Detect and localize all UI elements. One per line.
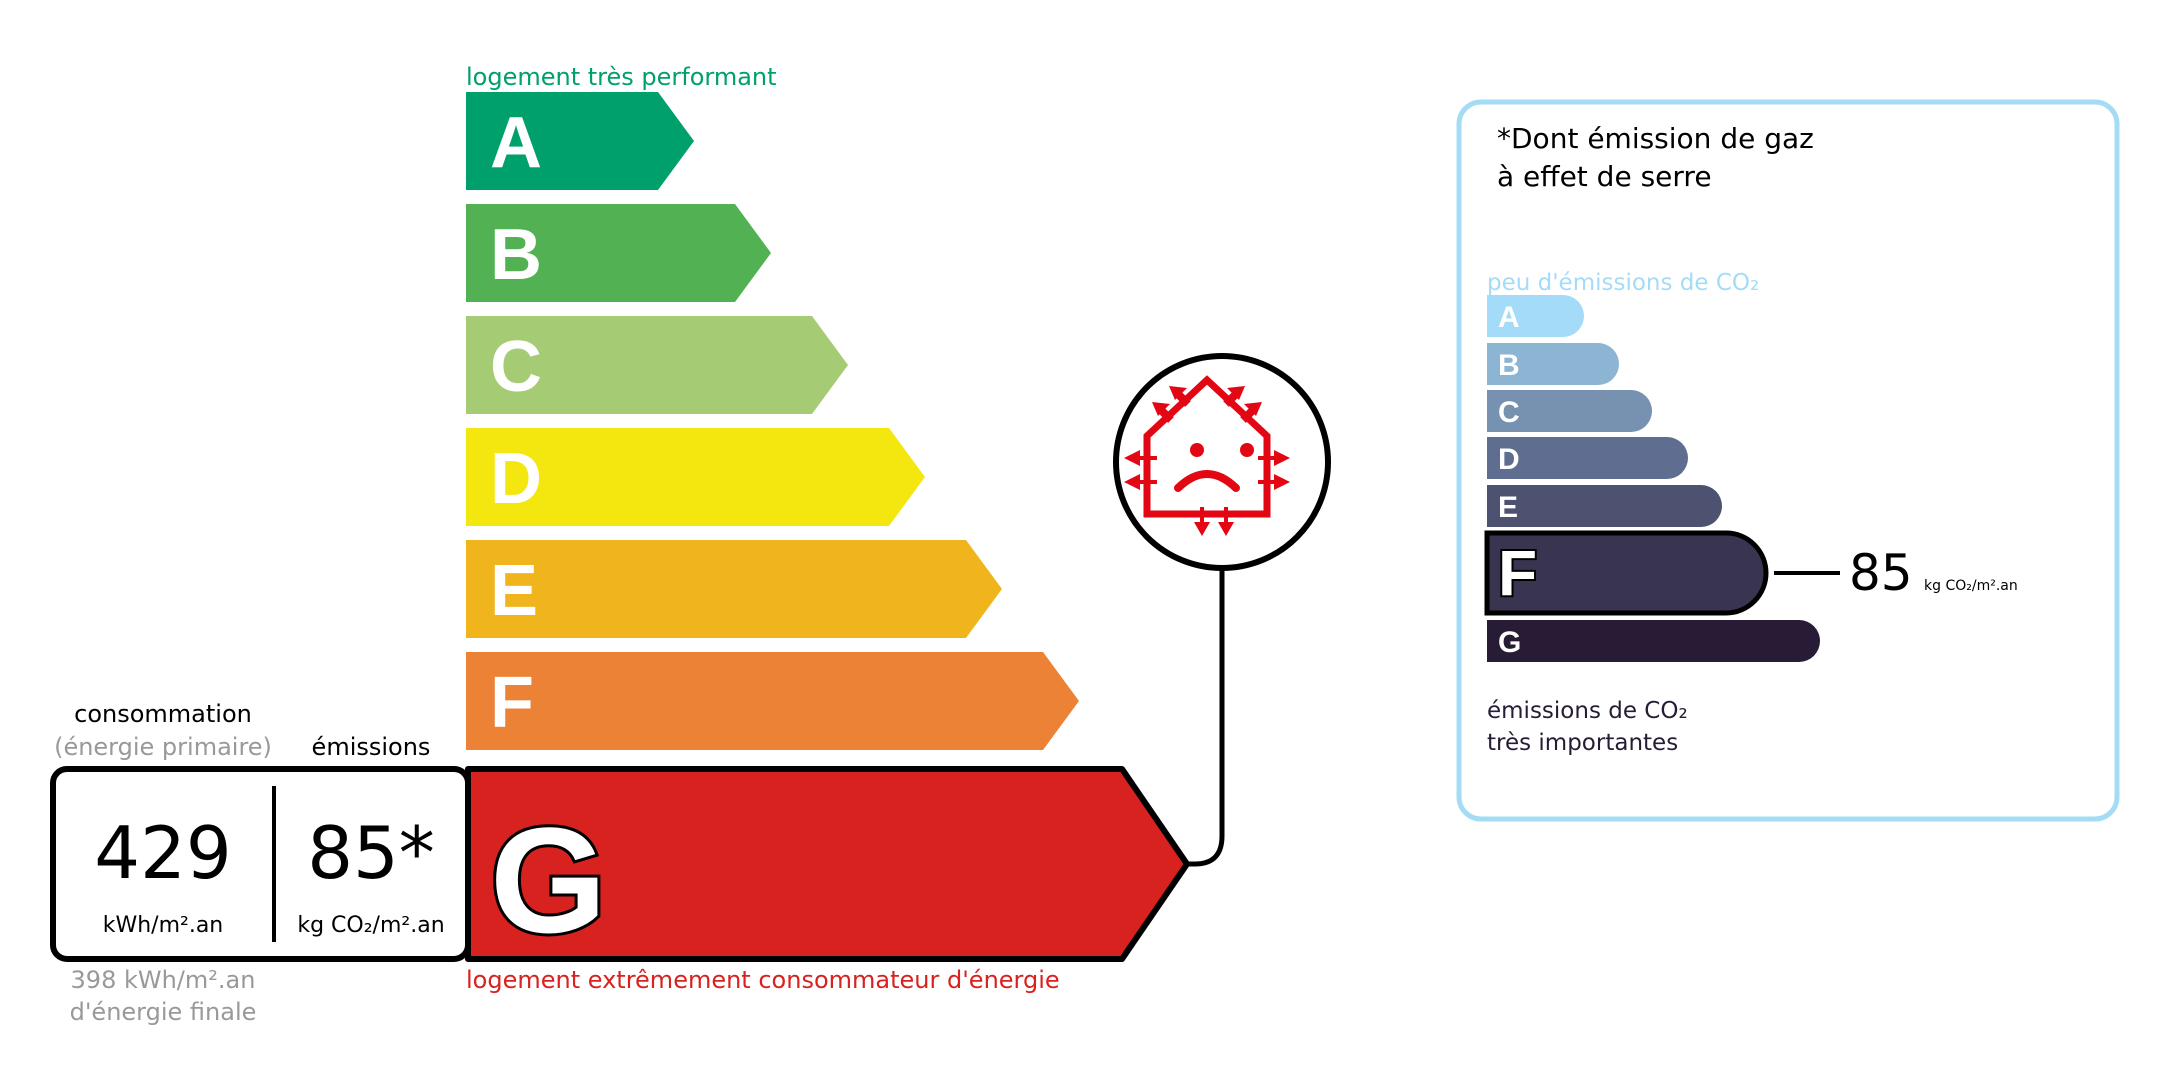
ges-top-label: peu d'émissions de CO₂ xyxy=(1487,270,1759,296)
energy-bar-letter: D xyxy=(490,439,542,519)
ges-title-line1: *Dont émission de gaz xyxy=(1497,122,1814,155)
energy-current-letter: G xyxy=(490,796,607,964)
ges-title-line2: à effet de serre xyxy=(1497,160,1712,193)
energy-bar-letter: C xyxy=(490,327,542,407)
ges-bar-f xyxy=(1484,530,1769,616)
energy-bar-e xyxy=(466,540,1002,638)
consumption-sub: (énergie primaire) xyxy=(54,733,272,761)
ges-value: 85 xyxy=(1849,544,1913,602)
final-energy-value: 398 kWh/m².an xyxy=(71,966,256,994)
ges-bar-c xyxy=(1487,390,1652,432)
ges-bar-letter: F xyxy=(1498,537,1537,609)
energy-current-class-box: G 429 kWh/m².an 85* kg CO₂/m².an xyxy=(50,766,1190,967)
ges-bar-g xyxy=(1487,620,1820,662)
sad-house-heat-loss-icon xyxy=(1124,375,1290,536)
ges-bar-letter: B xyxy=(1498,349,1520,382)
consumption-header: consommation xyxy=(74,700,252,728)
energy-bar-d xyxy=(466,428,925,526)
ges-bottom-label-line1: émissions de CO₂ xyxy=(1487,698,1688,724)
ges-bar-letter: E xyxy=(1498,491,1518,524)
ges-bottom-label-line2: très importantes xyxy=(1487,730,1678,756)
energy-bar-f xyxy=(466,652,1079,750)
ges-bar-letter: A xyxy=(1498,301,1520,334)
emissions-value: 85* xyxy=(307,811,435,895)
emissions-unit: kg CO₂/m².an xyxy=(297,913,444,938)
final-energy-label: d'énergie finale xyxy=(70,998,257,1026)
energy-bar-letter: A xyxy=(490,103,542,183)
ges-bar-b xyxy=(1487,343,1619,385)
energy-bar-c xyxy=(466,316,848,414)
ges-bar-d xyxy=(1487,437,1688,479)
energy-bar-a xyxy=(466,92,694,190)
energy-bar-letter: E xyxy=(490,551,538,631)
energy-bar-letter: F xyxy=(490,663,534,743)
energy-bar-b xyxy=(466,204,771,302)
ges-bar-letter: D xyxy=(1498,443,1520,476)
ges-unit: kg CO₂/m².an xyxy=(1924,578,2018,594)
energy-bar-letter: B xyxy=(490,215,542,295)
emissions-header: émissions xyxy=(312,733,431,761)
ges-bar-e xyxy=(1487,485,1722,527)
energy-bottom-label: logement extrêmement consommateur d'éner… xyxy=(466,966,1060,994)
ges-bar-letter: G xyxy=(1498,626,1521,659)
energy-top-label: logement très performant xyxy=(466,63,777,91)
ges-bar-letter: C xyxy=(1498,396,1520,429)
consumption-unit: kWh/m².an xyxy=(103,913,224,938)
values-box xyxy=(50,766,471,962)
callout-line xyxy=(1187,568,1225,867)
consumption-value: 429 xyxy=(94,811,231,895)
ges-bar-a xyxy=(1487,295,1584,337)
